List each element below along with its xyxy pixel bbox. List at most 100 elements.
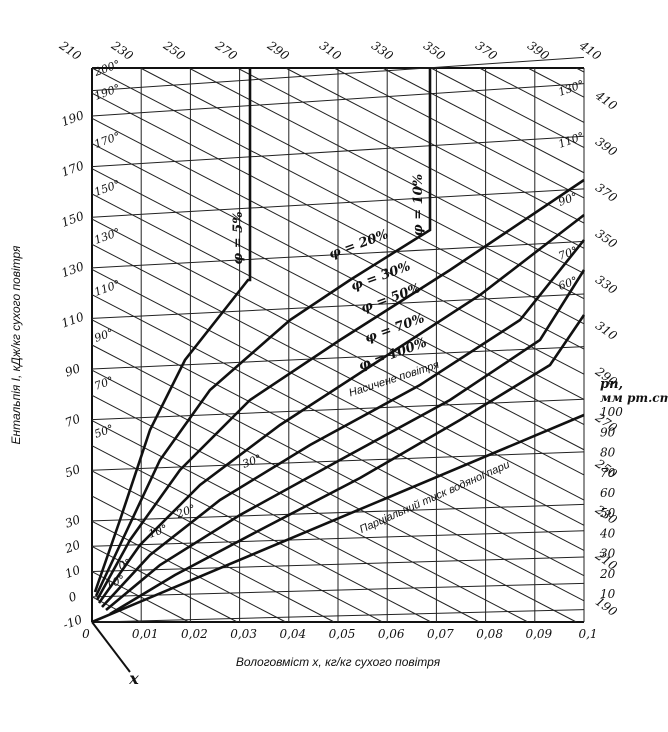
y-axis-title: Ентальпія I, кДж/кг сухого повітря	[9, 245, 23, 445]
x-tick-label: 0,1	[578, 627, 597, 641]
isenthalp-line	[479, 67, 585, 123]
y-tick-label: 170	[59, 158, 86, 179]
y-tick-label: 110	[59, 309, 86, 330]
x-tick-label: 0,03	[230, 627, 257, 641]
isenthalp-line	[91, 168, 585, 426]
temperature-label: 10°	[147, 522, 170, 541]
isenthalp-line	[576, 67, 585, 73]
x-tick-label: 0,09	[525, 627, 552, 641]
isenthalp-line	[91, 218, 585, 476]
isotherm-line	[91, 530, 585, 547]
isenthalp-line	[91, 344, 585, 602]
pp-tick-label: 90	[600, 425, 616, 439]
y-tick-label: 50	[63, 462, 82, 481]
x-tick-label: 0,08	[476, 627, 503, 641]
y-tick-label: 10	[63, 563, 82, 582]
isenthalp-line	[91, 92, 585, 350]
y-tick-label: 130	[59, 259, 86, 280]
isenthalp-line	[91, 369, 577, 623]
isotherm-line	[91, 293, 585, 319]
right-enthalpy-label: 310	[593, 318, 620, 343]
y-tick-label: 20	[62, 537, 82, 556]
x-tick-label: 0,06	[378, 627, 405, 641]
top-enthalpy-label: 290	[264, 38, 292, 63]
isenthalp-line	[140, 67, 585, 300]
temperature-label: 60°	[557, 274, 580, 293]
isenthalp-line	[333, 67, 585, 199]
temperature-label: 110°	[93, 278, 122, 299]
phi-100-curve	[109, 314, 586, 616]
humidity-curves	[91, 68, 586, 624]
pp-tick-label: 10	[600, 587, 616, 601]
temperature-label: 70°	[557, 244, 580, 263]
temperature-label: 130°	[93, 226, 122, 247]
isenthalp-line	[91, 470, 383, 623]
isenthalp-line	[91, 546, 238, 623]
y-tick-label: -10	[61, 612, 84, 632]
x-tick-label: 0,05	[329, 627, 356, 641]
x-tick-label: 0,01	[132, 627, 159, 641]
isotherm-line	[91, 556, 585, 573]
top-enthalpy-label: 350	[421, 38, 448, 63]
x-axis-title: Вологовміст x, кг/кг сухого повітря	[236, 655, 441, 669]
y-tick-label: 70	[63, 411, 82, 430]
x-axis-symbol: x	[128, 669, 139, 688]
pp-axis-label: мм рт.ст.	[600, 391, 668, 405]
grid-lines	[91, 56, 585, 673]
x-tick-label: 0,02	[181, 627, 208, 641]
temperature-label: 110°	[557, 130, 586, 151]
right-enthalpy-label: 330	[593, 272, 620, 297]
phi-10-curve	[94, 68, 432, 597]
temperature-label: 170°	[93, 130, 122, 151]
isotherm-line	[91, 240, 585, 269]
y-tick-label: 150	[59, 209, 86, 230]
pp-tick-label: 40	[599, 526, 616, 540]
top-enthalpy-label: 310	[317, 38, 344, 63]
isotherm-line	[91, 56, 585, 92]
isenthalp-line	[91, 394, 529, 623]
x-tick-label: 0,04	[279, 627, 306, 641]
phi-5-curve	[93, 68, 252, 593]
isotherm-line	[91, 609, 585, 623]
x-tick-label: 0	[82, 627, 90, 641]
y-tick-label: 0	[67, 589, 79, 605]
isotherm-line	[91, 346, 585, 370]
pp-tick-label: 50	[600, 506, 616, 520]
isenthalp-line	[91, 243, 585, 501]
isotherm-line	[91, 135, 585, 168]
top-enthalpy-label: 330	[369, 38, 396, 63]
temperature-label: 90°	[93, 326, 116, 345]
right-enthalpy-label: 370	[593, 180, 620, 205]
phi-30-curve	[97, 213, 585, 604]
right-enthalpy-label: 350	[593, 226, 620, 251]
temperature-label: 190°	[93, 82, 122, 103]
right-enthalpy-label: 390	[593, 134, 620, 159]
partial-pressure-line	[91, 413, 585, 624]
top-enthalpy-label: 370	[473, 38, 500, 63]
top-enthalpy-label: 270	[212, 38, 240, 63]
isenthalp-line	[91, 269, 585, 526]
isenthalp-line	[527, 67, 585, 98]
pp-tick-label: 30	[600, 547, 616, 561]
pp-axis-label: pп,	[600, 377, 623, 392]
isenthalp-line	[430, 67, 585, 149]
series-label: φ = 5%	[231, 211, 246, 264]
x-axis-tail	[91, 621, 131, 673]
y-tick-label: 30	[63, 512, 82, 531]
series-label: φ = 10%	[411, 174, 426, 236]
temperature-label: 90°	[557, 190, 580, 209]
isenthalp-line	[91, 445, 432, 623]
temperature-label: 30°	[241, 452, 264, 471]
isenthalp-line	[188, 67, 585, 274]
pp-tick-label: 20	[599, 567, 616, 581]
isenthalp-line	[91, 193, 585, 451]
temperature-label: 50°	[93, 422, 116, 441]
y-tick-label: 90	[63, 361, 82, 380]
temperature-label: 70°	[93, 374, 116, 393]
top-enthalpy-label: 250	[160, 38, 188, 63]
temperature-label: 20°	[174, 502, 198, 521]
pp-tick-label: 70	[600, 466, 616, 480]
right-enthalpy-label: 410	[592, 88, 620, 113]
pp-tick-label: 60	[600, 486, 616, 500]
